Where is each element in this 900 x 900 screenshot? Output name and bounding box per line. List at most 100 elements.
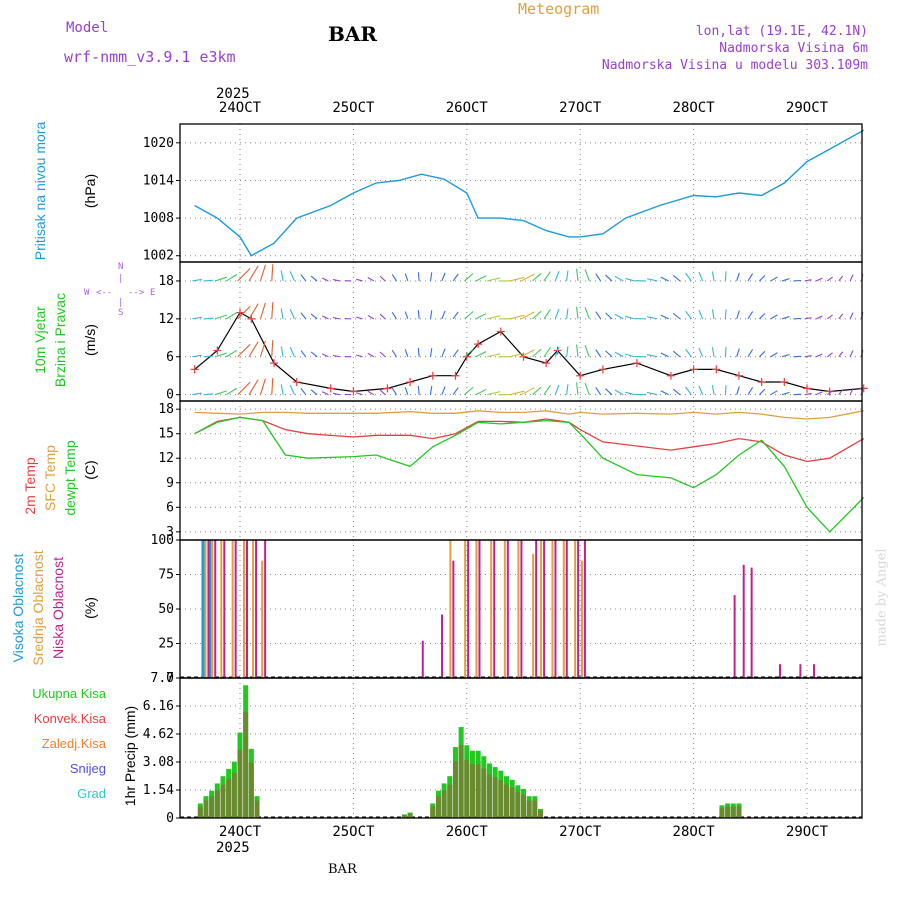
wind-arrow [464,273,474,282]
wind-arrow [698,271,704,282]
wind-arrow [781,391,790,396]
wind-arrow [770,352,778,358]
wind-arrow [487,391,501,396]
wind-arrow [356,392,363,396]
precip-conv-bar [730,806,736,818]
wind-arrow [815,391,823,396]
wind-arrow [815,353,823,358]
y-tick-label: 75 [158,568,174,583]
wind-arrow [576,306,579,319]
precip-conv-bar [407,813,413,818]
wind-arrow [332,354,340,358]
y-tick-label: 3.08 [143,755,174,770]
precip-conv-bar [243,711,249,818]
wind-arrow [192,278,202,282]
wind-arrow [711,309,715,319]
wind-arrow [614,351,624,358]
temp-line-2m-temp [194,416,865,463]
wind-arrow [441,348,446,357]
wind-arrow [532,310,542,320]
cloud-bar [750,567,753,678]
wind-arrow [321,353,329,358]
wind-arrow [441,272,446,282]
wind-arrow [452,311,459,320]
cloud-bar [583,540,586,678]
cloud-low-label: Niska Oblacnost [50,557,66,659]
cloud-bar [574,540,577,678]
wind-arrow [367,390,375,396]
wind-arrow [838,351,844,358]
wind-arrow [429,348,433,357]
wind-arrow [475,275,487,282]
wind-arrow [509,352,525,358]
wind-arrow [672,350,681,358]
cloud-bar [478,540,481,678]
wind-arrow [554,346,560,357]
wind-arrow [356,316,363,320]
wind-arrow [391,387,397,395]
wind-arrow [203,393,214,396]
precip-conv-bar [401,815,407,818]
wind-arrow [192,316,202,320]
wind-gust-cross [213,346,222,355]
cloud-bar [577,540,580,678]
cloud-bar [449,540,452,678]
wind-arrow [736,272,740,282]
wind-arrow [226,349,238,358]
y-tick-label: 9 [166,476,174,491]
wind-arrow [356,354,363,358]
wind-gust-cross [780,378,789,387]
wind-arrow [280,384,284,395]
cloud-bar [543,540,546,678]
cloud-bar [799,664,802,678]
x-date-top: 28OCT [673,100,716,116]
x-date-top: 26OCT [446,100,489,116]
temp-line-dewpt-temp [194,416,865,533]
wind-arrow [576,268,579,282]
precip-conv-bar [203,800,209,818]
y-tick-label: 50 [158,602,174,617]
cloud-bar [493,540,496,678]
wind-arrow [429,272,433,282]
wind-arrow [838,389,844,396]
wind-arrow [781,316,790,320]
wind-arrow [271,264,274,281]
wind-arrow [532,386,542,396]
wind-arrow [452,273,459,282]
wind-gust-cross [496,327,505,336]
x-date-bottom: 25OCT [332,824,375,840]
cloud-high-label: Visoka Oblacnost [10,553,26,663]
compass-n: N [118,262,124,272]
cloud-bar [223,540,226,678]
x-date-bottom: 24OCT [219,824,262,840]
wind-arrow [248,303,259,320]
wind-gust-cross [757,378,766,387]
y-tick-label: 1014 [143,173,174,188]
wind-arrow [379,351,386,358]
footer-station: BAR [328,862,357,877]
y-tick-label: 18 [158,402,174,417]
wind-arrow [520,273,535,282]
cloud-bar [467,540,470,678]
wind-arrow [203,355,214,358]
cloud-bar [490,540,493,678]
wind-arrow [429,310,433,319]
y-tick-label: 0 [166,811,174,826]
wind-arrow [237,305,251,320]
y-tick-label: 1008 [143,211,174,226]
cloud-bar [252,540,255,678]
compass-s: S [118,308,124,318]
wind-arrow [838,275,844,282]
wind-arrow [300,388,307,396]
wind-arrow [487,277,501,282]
wind-arrow [576,382,579,395]
temp-line-sfc-temp [194,410,864,420]
wind-arrow [747,349,754,358]
y-tick-label: 0 [166,671,174,686]
wind-arrow [280,270,284,282]
wind-arrow [404,311,409,320]
cloud-bar [520,540,523,678]
precip-conv-bar [509,787,515,818]
wind-arrow [509,314,525,320]
wind-arrow [404,387,409,395]
